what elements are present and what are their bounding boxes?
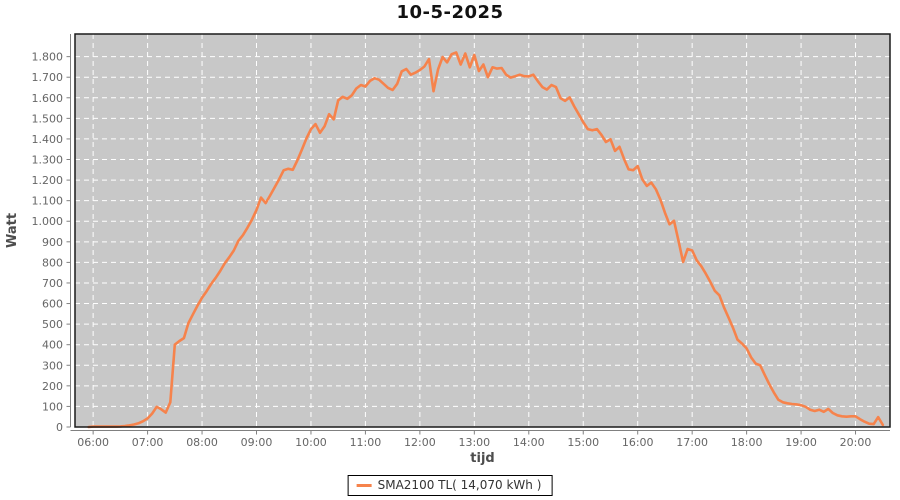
- x-tick-label: 11:00: [350, 436, 382, 449]
- y-tick-label: 1.400: [32, 133, 64, 146]
- y-tick-label: 1.200: [32, 174, 64, 187]
- y-axis-title: Watt: [5, 213, 20, 248]
- y-tick-label: 1.700: [32, 71, 64, 84]
- y-tick-label: 100: [42, 400, 63, 413]
- y-tick-label: 700: [42, 277, 63, 290]
- y-tick-label: 200: [42, 380, 63, 393]
- x-tick-label: 13:00: [458, 436, 490, 449]
- chart-title: 10-5-2025: [396, 2, 504, 23]
- x-tick-label: 19:00: [785, 436, 817, 449]
- x-tick-label: 06:00: [77, 436, 109, 449]
- x-tick-label: 10:00: [295, 436, 327, 449]
- x-tick-label: 07:00: [132, 436, 164, 449]
- y-tick-label: 1.600: [32, 92, 64, 105]
- x-tick-label: 08:00: [186, 436, 218, 449]
- y-tick-label: 600: [42, 298, 63, 311]
- legend: SMA2100 TL( 14,070 kWh ): [347, 475, 553, 496]
- x-tick-label: 20:00: [840, 436, 872, 449]
- y-tick-label: 900: [42, 236, 63, 249]
- x-tick-label: 12:00: [404, 436, 436, 449]
- x-tick-label: 09:00: [241, 436, 273, 449]
- y-tick-label: 1.800: [32, 51, 64, 64]
- y-tick-label: 1.100: [32, 195, 64, 208]
- x-tick-label: 14:00: [513, 436, 545, 449]
- y-tick-label: 1.000: [32, 215, 64, 228]
- y-tick-label: 800: [42, 256, 63, 269]
- y-tick-label: 300: [42, 359, 63, 372]
- series-line-swatch: [356, 483, 372, 487]
- series-line-sma2100: [87, 51, 885, 429]
- x-axis-title: tijd: [470, 451, 494, 466]
- x-tick-label: 18:00: [731, 436, 763, 449]
- y-tick-label: 400: [42, 339, 63, 352]
- plot-border: [74, 33, 891, 428]
- y-tick-label: 0: [56, 421, 63, 434]
- y-tick-label: 1.300: [32, 154, 64, 167]
- y-tick-label: 500: [42, 318, 63, 331]
- x-tick-label: 16:00: [622, 436, 654, 449]
- y-tick-label: 1.500: [32, 112, 64, 125]
- plot-area: [75, 34, 890, 427]
- series-label: SMA2100 TL( 14,070 kWh ): [377, 478, 542, 492]
- x-tick-label: 15:00: [567, 436, 599, 449]
- x-tick-label: 17:00: [676, 436, 708, 449]
